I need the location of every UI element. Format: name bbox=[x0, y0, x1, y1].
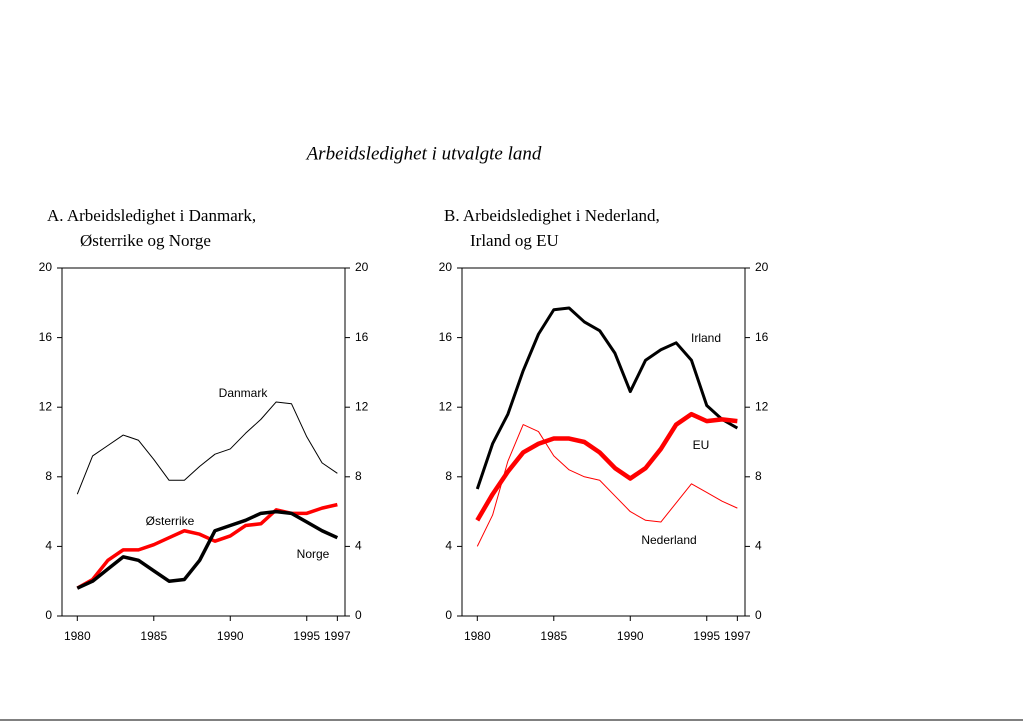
y-tick-label: 20 bbox=[439, 260, 453, 274]
y2-tick-label: 8 bbox=[755, 469, 762, 483]
x-tick-label: 1980 bbox=[64, 629, 91, 643]
y-tick-label: 16 bbox=[39, 330, 53, 344]
x-tick-label: 1997 bbox=[724, 629, 751, 643]
series-label: Østerrike bbox=[146, 514, 195, 528]
y-tick-label: 16 bbox=[439, 330, 453, 344]
y2-tick-label: 12 bbox=[755, 399, 769, 413]
panel-title: Østerrike og Norge bbox=[80, 231, 211, 250]
y2-tick-label: 20 bbox=[355, 260, 369, 274]
series-line bbox=[475, 306, 739, 490]
plot-frame bbox=[61, 267, 346, 617]
series-line bbox=[76, 401, 338, 495]
y2-tick-label: 8 bbox=[355, 469, 362, 483]
y-tick-label: 12 bbox=[439, 399, 453, 413]
x-tick-label: 1990 bbox=[217, 629, 244, 643]
y-tick-label: 0 bbox=[45, 608, 52, 622]
y-tick-label: 20 bbox=[39, 260, 53, 274]
plot-frame bbox=[461, 267, 746, 617]
y2-tick-label: 20 bbox=[755, 260, 769, 274]
series-label: Nederland bbox=[641, 533, 696, 547]
x-tick-label: 1985 bbox=[140, 629, 167, 643]
x-tick-label: 1997 bbox=[324, 629, 351, 643]
panel-title: Irland og EU bbox=[470, 231, 559, 250]
y2-tick-label: 0 bbox=[355, 608, 362, 622]
series-label: Norge bbox=[297, 547, 330, 561]
x-tick-label: 1995 bbox=[693, 629, 720, 643]
series-label: Danmark bbox=[219, 386, 269, 400]
x-tick-label: 1985 bbox=[540, 629, 567, 643]
series-label: EU bbox=[693, 438, 710, 452]
panel-title: A. Arbeidsledighet i Danmark, bbox=[47, 206, 256, 225]
x-tick-label: 1995 bbox=[293, 629, 320, 643]
series-line bbox=[476, 424, 738, 547]
y2-tick-label: 4 bbox=[355, 539, 362, 553]
y2-tick-label: 16 bbox=[355, 330, 369, 344]
y2-tick-label: 4 bbox=[755, 539, 762, 553]
y-tick-label: 8 bbox=[445, 469, 452, 483]
y-tick-label: 4 bbox=[445, 539, 452, 553]
y-tick-label: 4 bbox=[45, 539, 52, 553]
x-tick-label: 1980 bbox=[464, 629, 491, 643]
y-tick-label: 8 bbox=[45, 469, 52, 483]
series-label: Irland bbox=[691, 331, 721, 345]
x-tick-label: 1990 bbox=[617, 629, 644, 643]
panel-title: B. Arbeidsledighet i Nederland, bbox=[444, 206, 660, 225]
y2-tick-label: 16 bbox=[755, 330, 769, 344]
y2-tick-label: 0 bbox=[755, 608, 762, 622]
y-tick-label: 12 bbox=[39, 399, 53, 413]
series-line bbox=[475, 411, 738, 522]
series-line bbox=[76, 509, 339, 590]
page-title: Arbeidsledighet i utvalgte land bbox=[305, 143, 542, 164]
y-tick-label: 0 bbox=[445, 608, 452, 622]
y2-tick-label: 12 bbox=[355, 399, 369, 413]
